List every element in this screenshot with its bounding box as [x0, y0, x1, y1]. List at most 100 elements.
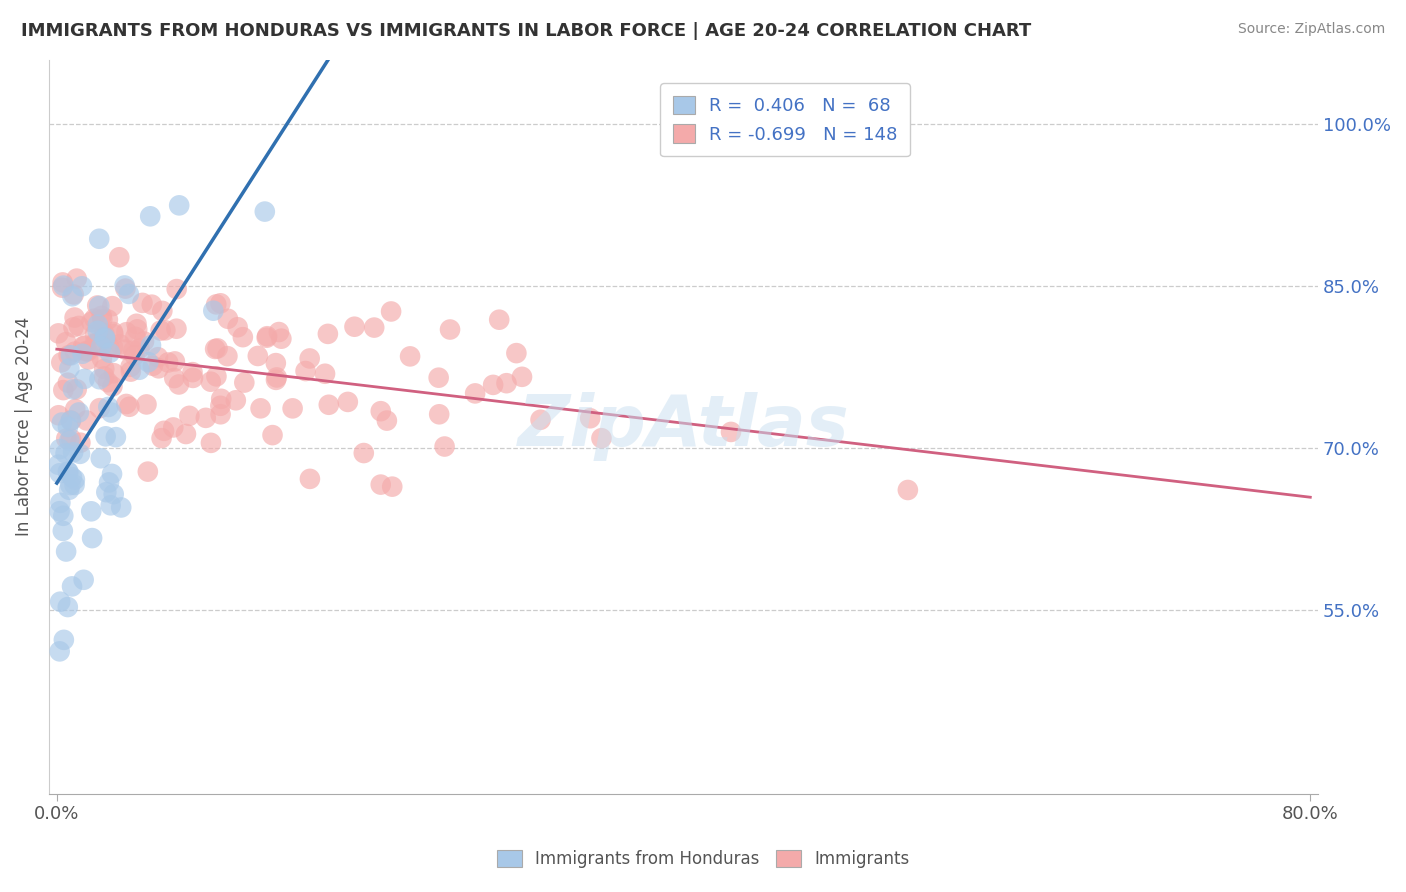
Point	[110, 500, 132, 515]
Point	[94, 332, 117, 346]
Point	[70, 279, 93, 293]
Point	[142, 359, 165, 373]
Point	[63, 344, 86, 359]
Point	[209, 296, 232, 310]
Point	[343, 319, 366, 334]
Legend: Immigrants from Honduras, Immigrants: Immigrants from Honduras, Immigrants	[489, 843, 917, 875]
Point	[150, 304, 173, 318]
Point	[141, 298, 163, 312]
Point	[167, 377, 190, 392]
Point	[294, 364, 316, 378]
Point	[108, 250, 131, 264]
Point	[75, 344, 97, 359]
Point	[136, 465, 159, 479]
Point	[82, 531, 104, 545]
Point	[163, 354, 186, 368]
Point	[267, 325, 290, 339]
Point	[370, 477, 392, 491]
Point	[49, 595, 72, 609]
Point	[56, 376, 79, 390]
Point	[90, 309, 112, 323]
Point	[84, 327, 107, 342]
Point	[174, 427, 197, 442]
Point	[60, 413, 83, 427]
Point	[205, 297, 228, 311]
Point	[101, 325, 124, 339]
Point	[209, 407, 232, 421]
Point	[86, 336, 108, 351]
Point	[104, 430, 127, 444]
Point	[93, 326, 115, 341]
Point	[98, 345, 121, 359]
Point	[139, 209, 162, 223]
Point	[73, 372, 96, 386]
Point	[52, 632, 75, 647]
Point	[58, 348, 80, 362]
Point	[131, 296, 153, 310]
Point	[90, 339, 112, 353]
Point	[132, 334, 155, 349]
Point	[91, 312, 114, 326]
Point	[720, 425, 742, 439]
Point	[529, 413, 551, 427]
Point	[139, 338, 162, 352]
Point	[94, 330, 117, 344]
Point	[194, 410, 217, 425]
Point	[148, 361, 170, 376]
Point	[97, 400, 120, 414]
Point	[114, 278, 136, 293]
Point	[114, 343, 136, 357]
Point	[166, 282, 188, 296]
Point	[103, 327, 125, 342]
Point	[83, 311, 105, 326]
Point	[100, 499, 122, 513]
Point	[488, 312, 510, 326]
Point	[58, 465, 80, 479]
Point	[55, 432, 77, 446]
Point	[495, 376, 517, 391]
Point	[101, 379, 124, 393]
Point	[72, 339, 94, 353]
Point	[256, 331, 278, 345]
Text: Source: ZipAtlas.com: Source: ZipAtlas.com	[1237, 22, 1385, 37]
Point	[146, 350, 169, 364]
Point	[217, 349, 239, 363]
Point	[48, 504, 70, 518]
Point	[482, 377, 505, 392]
Point	[200, 375, 222, 389]
Point	[510, 369, 533, 384]
Point	[439, 322, 461, 336]
Point	[233, 376, 256, 390]
Point	[60, 470, 83, 484]
Point	[897, 483, 920, 497]
Point	[181, 371, 204, 385]
Point	[262, 428, 284, 442]
Point	[72, 347, 94, 361]
Point	[93, 330, 115, 344]
Point	[94, 429, 117, 443]
Point	[120, 359, 142, 374]
Point	[181, 365, 204, 379]
Point	[87, 318, 110, 332]
Text: IMMIGRANTS FROM HONDURAS VS IMMIGRANTS IN LABOR FORCE | AGE 20-24 CORRELATION CH: IMMIGRANTS FROM HONDURAS VS IMMIGRANTS I…	[21, 22, 1032, 40]
Point	[270, 332, 292, 346]
Point	[399, 350, 422, 364]
Point	[98, 475, 121, 490]
Point	[363, 320, 385, 334]
Point	[69, 447, 91, 461]
Point	[67, 405, 90, 419]
Point	[73, 338, 96, 352]
Point	[72, 573, 94, 587]
Point	[52, 278, 75, 293]
Point	[375, 414, 398, 428]
Text: ZipAtlas: ZipAtlas	[517, 392, 849, 461]
Point	[93, 369, 115, 384]
Y-axis label: In Labor Force | Age 20-24: In Labor Force | Age 20-24	[15, 317, 32, 536]
Point	[427, 407, 450, 421]
Point	[63, 473, 86, 487]
Point	[56, 600, 79, 615]
Point	[69, 435, 91, 450]
Point	[209, 399, 232, 413]
Point	[298, 351, 321, 366]
Point	[318, 398, 340, 412]
